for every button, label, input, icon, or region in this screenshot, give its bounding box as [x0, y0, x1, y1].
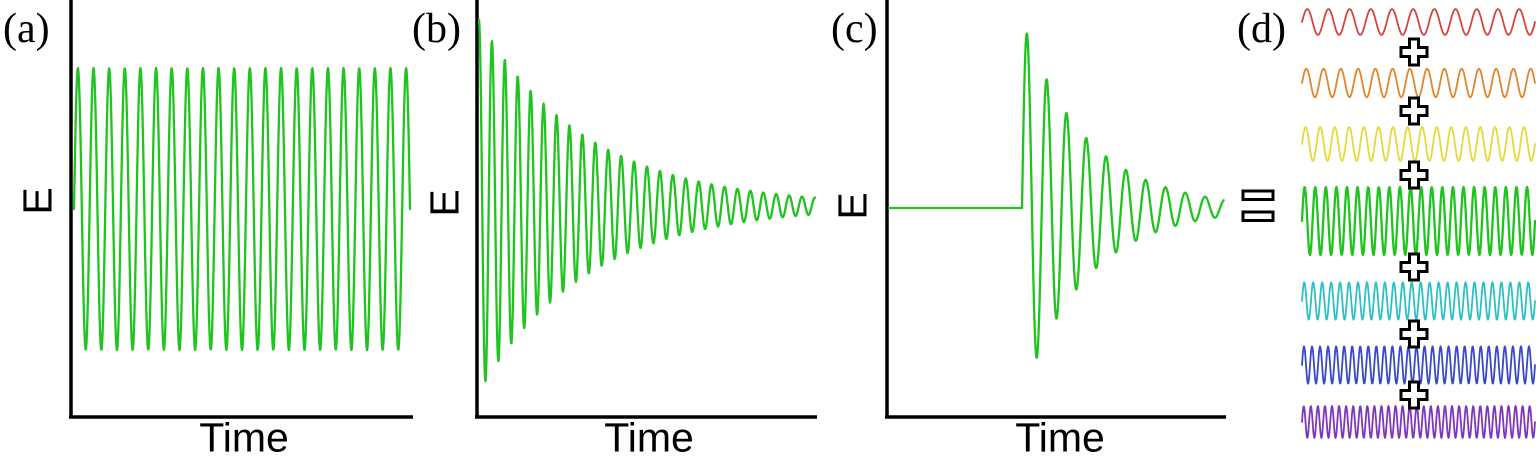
equals-icon	[1241, 210, 1275, 222]
panel-c-xlabel: Time	[1015, 414, 1105, 457]
panel-b-label: (b)	[412, 6, 461, 52]
component-wave-mode-purple	[1301, 405, 1536, 439]
panel-c-wave	[887, 32, 1225, 359]
panel-a-wave	[72, 66, 412, 352]
panel-b-axes	[475, 0, 817, 419]
component-wave-mode-green-sum	[1300, 185, 1536, 257]
plus-icon	[1399, 252, 1429, 282]
panel-a-axes	[69, 0, 413, 419]
panel-b-ylabel: E	[421, 189, 468, 217]
plus-icon	[1399, 37, 1429, 67]
panel-a-label: (a)	[3, 6, 50, 52]
equals-icon	[1241, 189, 1275, 201]
panel-c-ylabel: E	[829, 192, 876, 220]
plus-icon	[1399, 380, 1429, 410]
panel-a-ylabel: E	[14, 187, 61, 215]
component-wave-mode-yellow	[1301, 126, 1536, 162]
plus-icon	[1399, 96, 1429, 126]
component-wave-mode-red	[1301, 8, 1536, 36]
component-wave-mode-blue	[1301, 345, 1536, 385]
component-wave-mode-orange	[1301, 67, 1536, 99]
component-wave-mode-cyan	[1301, 281, 1536, 321]
plus-icon	[1399, 160, 1429, 190]
plus-icon	[1399, 319, 1429, 349]
panel-d-label: (d)	[1237, 6, 1286, 52]
panel-c-axes	[885, 0, 1226, 419]
panel-c-label: (c)	[831, 6, 878, 52]
panel-b-xlabel: Time	[604, 414, 694, 457]
panel-a-xlabel: Time	[199, 414, 289, 457]
panel-b-wave	[477, 18, 817, 383]
